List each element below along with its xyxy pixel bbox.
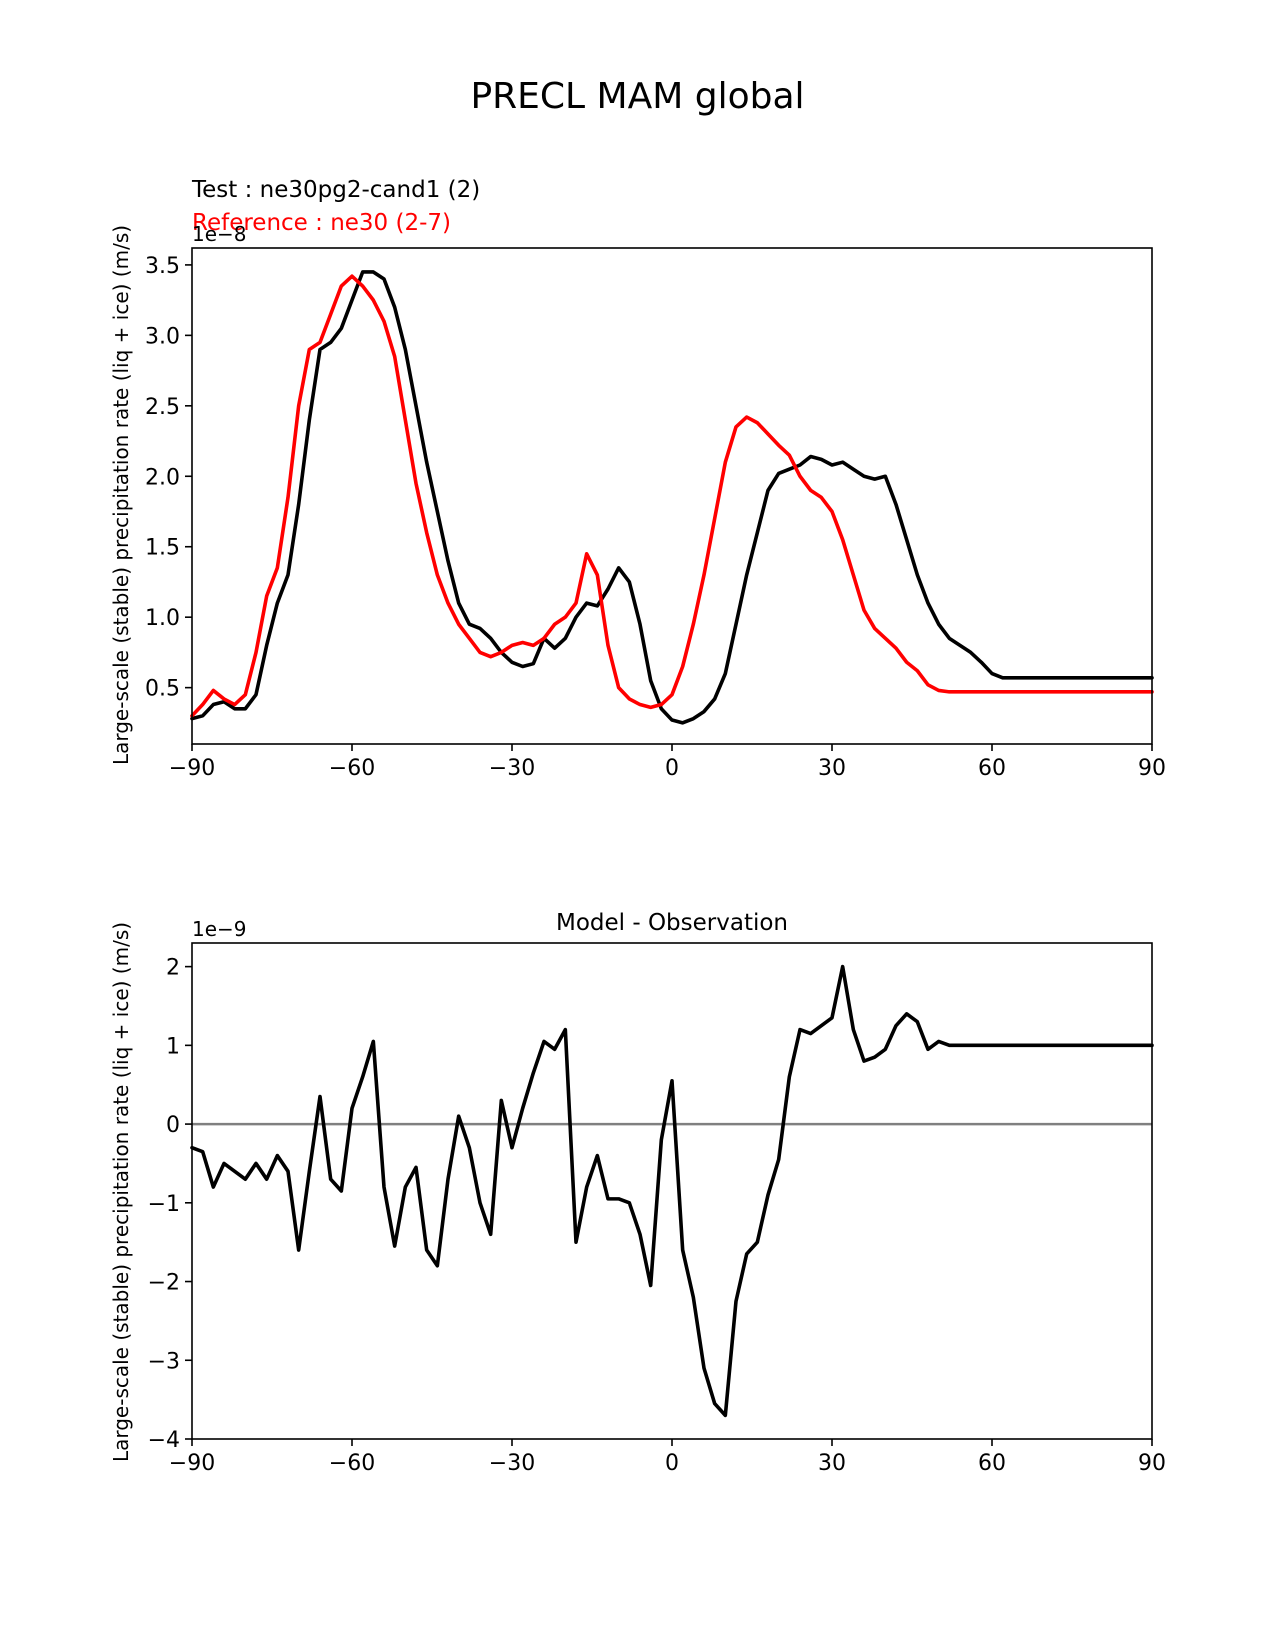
top-series-line-1 <box>190 274 1154 718</box>
top-x-tick-label: −30 <box>489 756 535 781</box>
top-y-tick-label: 1.5 <box>145 536 180 561</box>
top-panel: Test : ne30pg2-cand1 (2) Reference : ne3… <box>109 177 1166 781</box>
bottom-y-tick-label: −1 <box>148 1192 180 1217</box>
bottom-plot-frame <box>191 942 1153 1440</box>
bottom-y-tick-label: 1 <box>166 1034 180 1059</box>
top-y-tick-label: 2.5 <box>145 395 180 420</box>
bottom-x-tick-label: 90 <box>1138 1451 1166 1476</box>
bottom-x-tick-label: 30 <box>818 1451 846 1476</box>
figure-title: PRECL MAM global <box>470 76 804 117</box>
bottom-plot-ticks: −90 −60 −30 0 30 60 90 −4 −3 −2 −1 0 1 2 <box>148 956 1166 1476</box>
top-plot-ticks: −90 −60 −30 0 30 60 90 0.5 1.0 1.5 2.0 2.5 3.0 3.5 <box>145 254 1166 781</box>
bottom-y-axis-label: Large-scale (stable) precipitation rate … <box>109 922 133 1462</box>
top-offset-label: 1e−8 <box>192 222 247 246</box>
top-series-line-0 <box>190 270 1154 725</box>
bottom-plot-series <box>190 964 1154 1418</box>
bottom-offset-label: 1e−9 <box>192 917 247 941</box>
legend-reference-label: Reference : ne30 (2-7) <box>192 210 451 236</box>
top-x-tick-label: −90 <box>169 756 215 781</box>
top-y-axis-label: Large-scale (stable) precipitation rate … <box>109 225 133 765</box>
bottom-y-tick-label: −3 <box>148 1349 180 1374</box>
bottom-x-tick-label: −30 <box>489 1451 535 1476</box>
top-x-tick-label: 30 <box>818 756 846 781</box>
top-y-tick-label: 2.0 <box>145 465 180 490</box>
legend-test-label: Test : ne30pg2-cand1 (2) <box>191 177 480 203</box>
bottom-panel: Model - Observation 1e−9 Large-scale (st… <box>109 910 1166 1476</box>
top-y-tick-label: 3.5 <box>145 254 180 279</box>
bottom-x-tick-label: −90 <box>169 1451 215 1476</box>
top-x-tick-label: 0 <box>665 756 679 781</box>
bottom-x-tick-label: −60 <box>329 1451 375 1476</box>
top-plot-frame <box>191 247 1153 745</box>
bottom-y-tick-label: −2 <box>148 1271 180 1296</box>
top-y-tick-label: 0.5 <box>145 677 180 702</box>
bottom-y-tick-label: 0 <box>166 1113 180 1138</box>
bottom-y-tick-label: 2 <box>166 956 180 981</box>
bottom-x-tick-label: 60 <box>978 1451 1006 1476</box>
top-x-tick-label: −60 <box>329 756 375 781</box>
top-y-tick-label: 1.0 <box>145 606 180 631</box>
top-y-tick-label: 3.0 <box>145 324 180 349</box>
top-x-tick-label: 60 <box>978 756 1006 781</box>
bottom-plot-title: Model - Observation <box>556 910 788 936</box>
bottom-y-tick-label: −4 <box>148 1428 180 1453</box>
top-plot-series <box>190 270 1154 725</box>
bottom-series-line-0 <box>190 964 1154 1418</box>
top-x-tick-label: 90 <box>1138 756 1166 781</box>
bottom-x-tick-label: 0 <box>665 1451 679 1476</box>
